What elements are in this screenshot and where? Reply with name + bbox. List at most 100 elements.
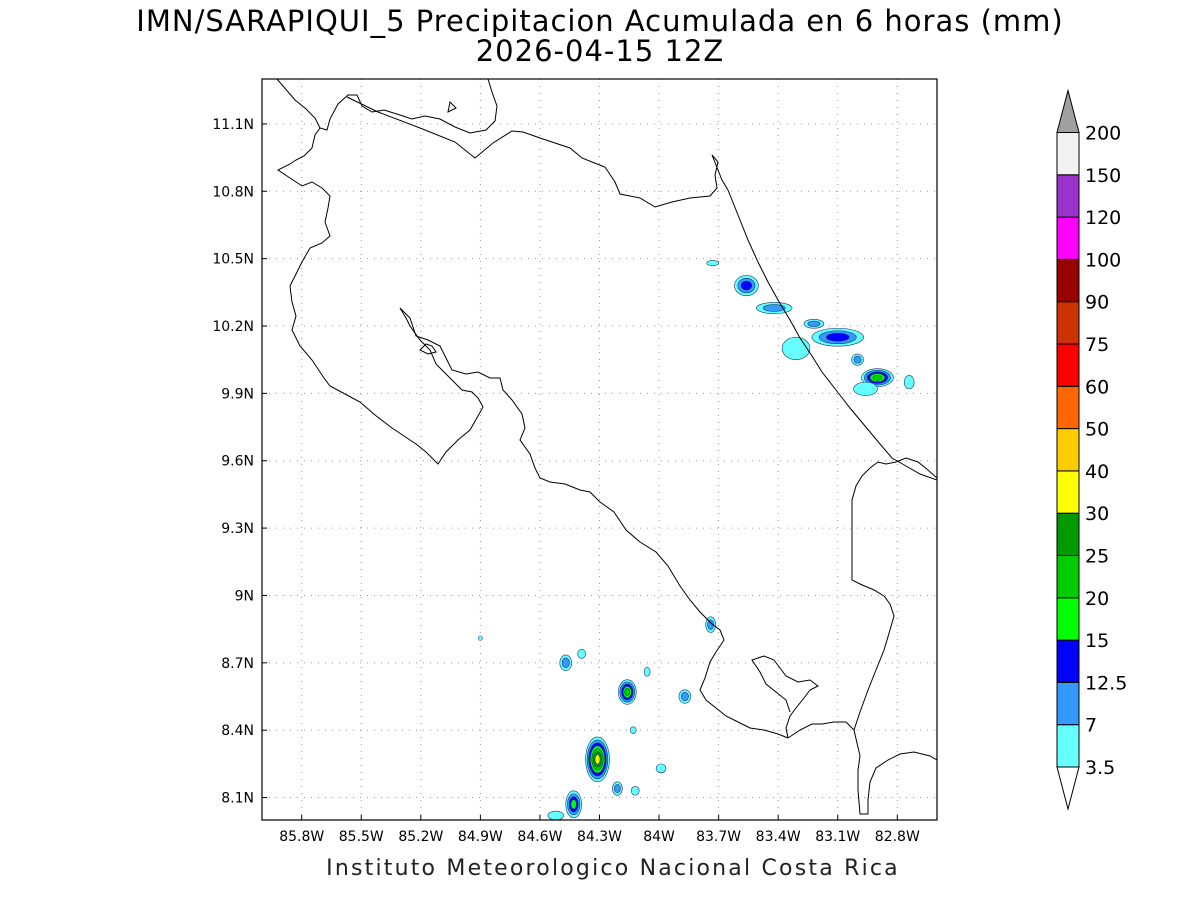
border-panama xyxy=(851,457,937,815)
precip-contour-7 xyxy=(561,657,570,668)
precip-contour-3.5 xyxy=(629,726,637,734)
precip-contour-30 xyxy=(594,754,601,765)
colorbar-label: 50 xyxy=(1085,419,1109,441)
precip-contour-7 xyxy=(853,355,862,364)
lat-tick-label: 8.1N xyxy=(221,791,254,807)
lon-tick-label: 84.9W xyxy=(458,829,503,845)
plot-background xyxy=(262,79,937,820)
precip-contour-3.5 xyxy=(478,635,483,641)
lon-tick-label: 84.6W xyxy=(517,829,562,845)
lat-tick-label: 8.7N xyxy=(221,656,254,672)
coastline-north xyxy=(276,79,498,134)
lon-tick-label: 85.5W xyxy=(339,829,384,845)
lat-tick-label: 10.5N xyxy=(212,252,254,268)
precip-contour-20 xyxy=(872,374,883,381)
coastline xyxy=(276,79,937,815)
colorbar-label: 100 xyxy=(1085,249,1121,271)
colorbar-segment xyxy=(1056,639,1080,683)
longitude-axis: 85.8W 85.5W 85.2W 84.9W 84.6W 84.3W 84W 83.7W 83… xyxy=(279,815,920,845)
colorbar-label: 3.5 xyxy=(1085,757,1115,779)
coastline-caribbean xyxy=(727,189,937,481)
precip-contour-3.5 xyxy=(643,667,651,677)
colorbar-under-triangle xyxy=(1056,766,1080,811)
colorbar-label: 90 xyxy=(1085,292,1109,314)
colorbar-label: 75 xyxy=(1085,334,1109,356)
lat-tick-label: 10.8N xyxy=(212,184,254,200)
lat-tick-label: 11.1N xyxy=(212,117,254,133)
lat-tick-label: 9.3N xyxy=(221,521,254,537)
colorbar-segment xyxy=(1056,555,1080,599)
precip-contour-7 xyxy=(680,692,689,701)
colorbar-segment xyxy=(1056,724,1080,768)
colorbar-segment xyxy=(1056,428,1080,472)
precip-contour-7 xyxy=(762,304,786,312)
colorbar-label: 30 xyxy=(1085,503,1109,525)
gulf-of-nicoya xyxy=(399,307,789,739)
precip-contour-12.5 xyxy=(740,280,753,291)
lat-tick-label: 8.4N xyxy=(221,723,254,739)
precip-contour-20 xyxy=(624,688,631,696)
colorbar-segment xyxy=(1056,301,1080,345)
lat-tick-label: 9N xyxy=(235,588,254,604)
precip-contour-3.5 xyxy=(655,763,667,774)
precip-contour-3.5 xyxy=(781,336,811,360)
coastline-pacific-northwest xyxy=(277,127,484,465)
footer-credit: Instituto Meteorologico Nacional Costa R… xyxy=(326,856,900,881)
lon-tick-label: 83.7W xyxy=(696,829,741,845)
map-title: IMN/SARAPIQUI_5 Precipitacion Acumulada … xyxy=(136,4,1064,38)
island-lake xyxy=(447,100,457,113)
precip-contour-3.5 xyxy=(630,786,640,796)
lat-tick-label: 10.2N xyxy=(212,319,254,335)
precipitation-field xyxy=(478,260,915,820)
border-north xyxy=(346,96,729,208)
latitude-axis: 11.1N 10.8N 10.5N 10.2N 9.9N 9.6N 9.3N 9N 8.7N 8.… xyxy=(212,117,267,807)
lon-tick-label: 84W xyxy=(643,829,675,845)
colorbar-label: 200 xyxy=(1085,123,1121,145)
colorbar-segment xyxy=(1056,343,1080,387)
colorbar-segment xyxy=(1056,681,1080,726)
precip-contour-3.5 xyxy=(853,381,878,396)
colorbar-label: 25 xyxy=(1085,546,1109,568)
colorbar-label: 60 xyxy=(1085,376,1109,398)
lon-tick-label: 82.8W xyxy=(875,829,920,845)
colorbar-segment xyxy=(1056,385,1080,430)
colorbar-label: 15 xyxy=(1085,630,1109,652)
colorbar-segment xyxy=(1056,174,1080,218)
colorbar: 3.5 7 12.5 15 20 25 30 40 50 60 75 90 100 120 150 200 xyxy=(1056,88,1127,811)
precip-contour-12.5 xyxy=(825,332,850,342)
colorbar-label: 12.5 xyxy=(1085,672,1127,694)
lat-tick-label: 9.6N xyxy=(221,454,254,470)
colorbar-segment xyxy=(1056,258,1080,303)
colorbar-segment xyxy=(1056,132,1080,176)
lon-tick-label: 83.4W xyxy=(756,829,801,845)
colorbar-segment xyxy=(1056,597,1080,641)
precip-contour-7 xyxy=(807,320,821,327)
precip-contour-3.5 xyxy=(577,649,586,659)
lon-tick-label: 85.8W xyxy=(279,829,324,845)
colorbar-label: 40 xyxy=(1085,461,1109,483)
precip-contour-3.5 xyxy=(706,260,719,267)
precip-contour-7 xyxy=(614,784,621,794)
map-valid-time: 2026-04-15 12Z xyxy=(475,34,725,68)
colorbar-segment xyxy=(1056,512,1080,557)
colorbar-label: 20 xyxy=(1085,588,1109,610)
colorbar-over-triangle xyxy=(1056,88,1080,133)
colorbar-label: 150 xyxy=(1085,165,1121,187)
colorbar-segment xyxy=(1056,470,1080,514)
lon-tick-label: 83.1W xyxy=(815,829,860,845)
graticule xyxy=(262,79,937,820)
lat-tick-label: 9.9N xyxy=(221,386,254,402)
lon-tick-label: 85.2W xyxy=(398,829,443,845)
golfo-dulce xyxy=(751,655,819,739)
colorbar-segment xyxy=(1056,216,1080,260)
colorbar-label: 120 xyxy=(1085,207,1121,229)
precip-contour-3.5 xyxy=(547,810,565,820)
colorbar-label: 7 xyxy=(1085,715,1097,737)
precip-contour-3.5 xyxy=(903,375,915,390)
coastline-panama-south xyxy=(787,721,855,739)
island-chira xyxy=(419,343,437,355)
precip-contour-15 xyxy=(570,799,577,810)
precip-contour-7 xyxy=(707,619,715,630)
lon-tick-label: 84.3W xyxy=(577,829,622,845)
